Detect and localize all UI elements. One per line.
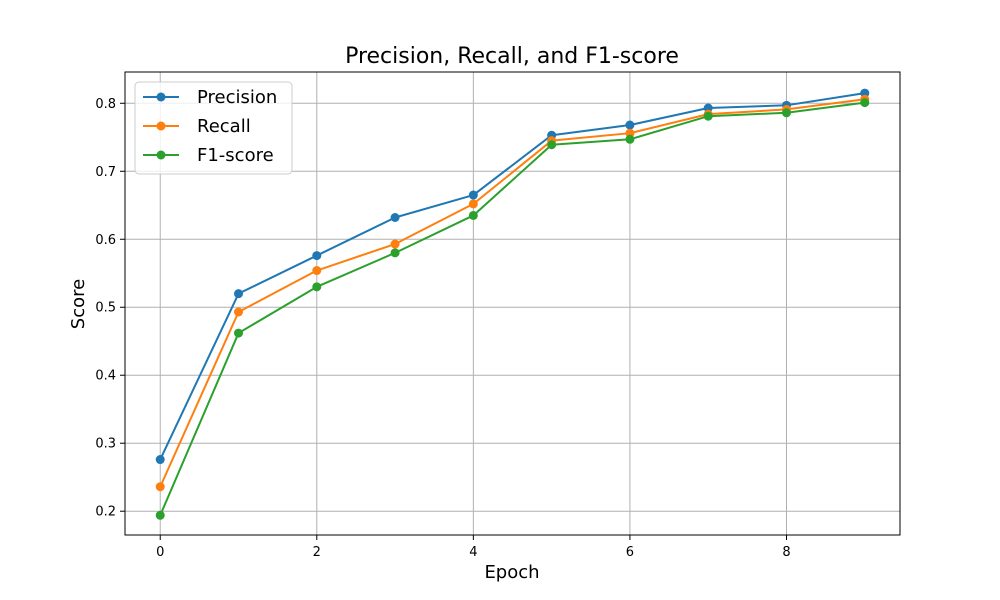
x-tick-label: 0 (156, 545, 164, 560)
legend-label: F1-score (197, 145, 274, 166)
precision-point (468, 190, 478, 200)
legend-label: Recall (197, 116, 251, 137)
y-tick-label: 0.8 (95, 97, 116, 112)
y-tick-label: 0.2 (95, 505, 116, 520)
f1-score-point (625, 134, 635, 144)
series-f1-score (155, 98, 870, 520)
legend-item: Recall (143, 116, 251, 137)
y-tick-label: 0.7 (95, 165, 116, 180)
legend-marker-swatch (156, 150, 166, 160)
legend: Precision Recall F1-score (134, 81, 293, 175)
chart-title: Precision, Recall, and F1-score (345, 44, 679, 69)
x-tick-label: 8 (782, 545, 790, 560)
y-axis-ticks: 0.2 0.3 0.4 0.5 0.6 0.7 0.8 (95, 97, 125, 520)
precision-point (234, 289, 244, 299)
f1-score-point (860, 98, 870, 108)
x-tick-label: 6 (626, 545, 634, 560)
x-axis-label: Epoch (484, 562, 539, 583)
recall-point (468, 199, 478, 209)
f1-score-point (234, 328, 244, 338)
f1-score-point (703, 111, 713, 121)
precision-point (312, 251, 322, 261)
recall-line (159, 98, 865, 488)
precision-point (390, 212, 400, 222)
f1-score-point (390, 248, 400, 258)
recall-point (390, 239, 400, 249)
legend-item: Precision (143, 87, 277, 108)
f1-score-line (159, 101, 865, 516)
axes-frame (124, 71, 901, 536)
recall-point (234, 307, 244, 317)
precision-point (155, 455, 165, 465)
series-group (155, 88, 870, 520)
f1-score-point (312, 282, 322, 292)
f1-score-point (547, 140, 557, 150)
legend-marker-swatch (156, 92, 166, 102)
recall-point (155, 482, 165, 492)
y-tick-label: 0.3 (95, 437, 116, 452)
y-tick-label: 0.6 (95, 233, 116, 248)
y-axis-label: Score (68, 279, 89, 329)
precision-line (159, 92, 865, 460)
legend-label: Precision (197, 87, 277, 108)
precision-point (625, 120, 635, 130)
x-axis-ticks: 0 2 4 6 8 (156, 535, 791, 560)
f1-score-point (468, 210, 478, 220)
y-tick-label: 0.5 (95, 301, 116, 316)
legend-item: F1-score (143, 145, 274, 166)
legend-marker-swatch (156, 121, 166, 131)
x-tick-label: 4 (469, 545, 477, 560)
f1-score-point (781, 108, 791, 118)
y-tick-label: 0.4 (95, 369, 116, 384)
f1-score-point (155, 510, 165, 520)
legend-box (134, 81, 293, 175)
x-tick-label: 2 (313, 545, 321, 560)
recall-point (312, 266, 322, 276)
